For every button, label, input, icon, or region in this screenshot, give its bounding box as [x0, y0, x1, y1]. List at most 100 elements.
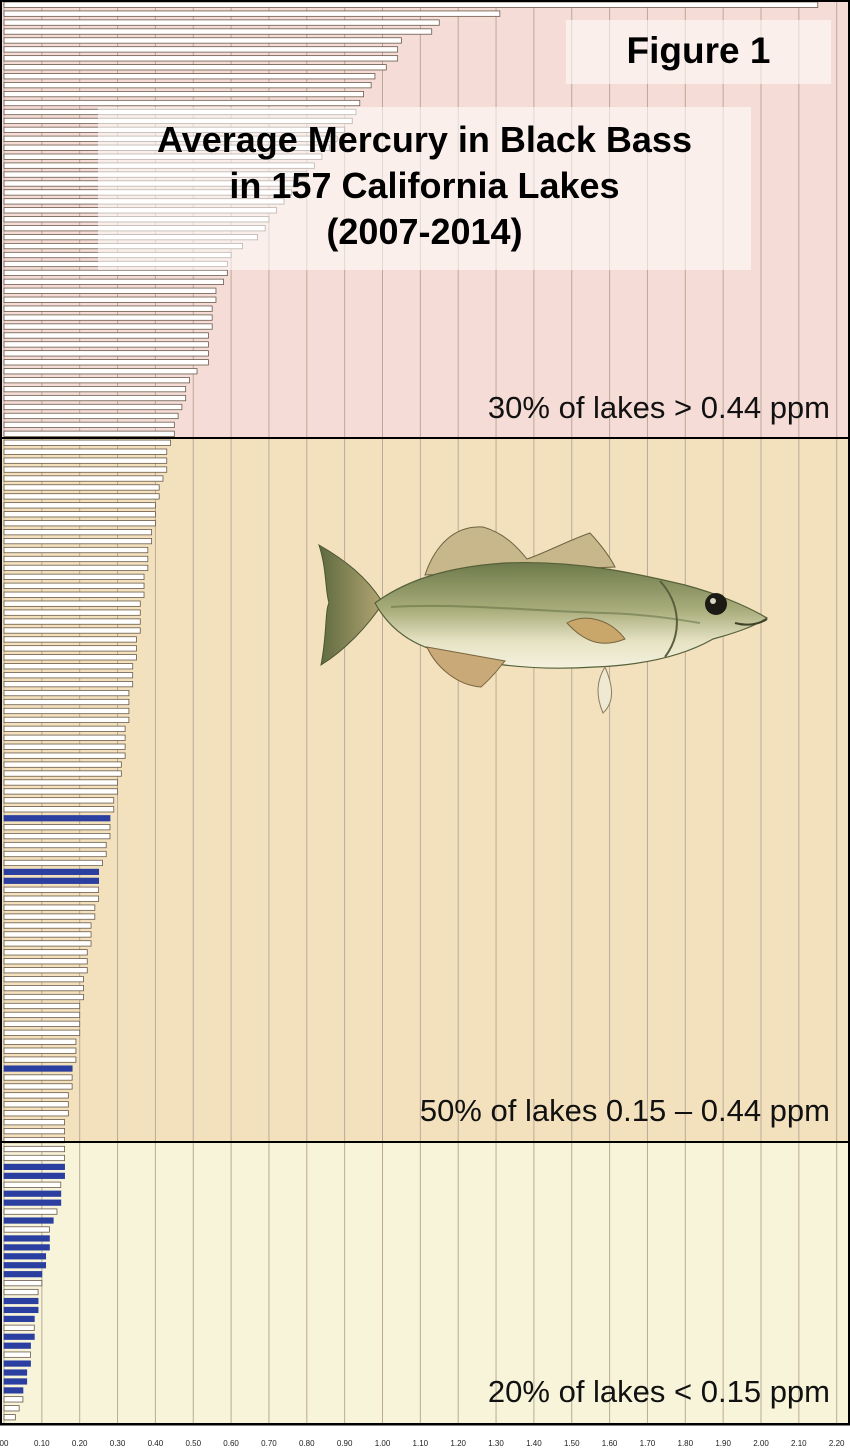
- bar: [3, 296, 217, 303]
- bar: [3, 1020, 81, 1027]
- bar: [3, 958, 88, 965]
- bar: [3, 600, 141, 607]
- bar: [3, 386, 187, 393]
- x-tick-label: 0.60: [223, 1439, 239, 1448]
- bar: [3, 394, 187, 402]
- bar: [3, 689, 130, 697]
- bar: [3, 305, 213, 312]
- bar: [3, 698, 130, 706]
- bar: [3, 1119, 65, 1126]
- bar: [3, 91, 364, 98]
- bar: [3, 1038, 77, 1045]
- bar: [3, 940, 92, 947]
- bar: [3, 1163, 65, 1170]
- bar: [3, 859, 103, 867]
- x-tick-label: 0.80: [299, 1439, 315, 1448]
- bar: [3, 1190, 62, 1197]
- bar: [3, 734, 126, 741]
- bar: [3, 1074, 73, 1081]
- title-line-2: in 157 California Lakes: [229, 165, 620, 206]
- band-background: [0, 438, 850, 1142]
- bar: [3, 1253, 47, 1260]
- bar: [3, 1360, 31, 1367]
- x-tick-label: 1.60: [602, 1439, 618, 1448]
- bar: [3, 1029, 81, 1036]
- bar: [3, 457, 168, 464]
- bar: [3, 28, 433, 35]
- title-line-1: Average Mercury in Black Bass: [157, 119, 692, 160]
- bar: [3, 520, 156, 527]
- bar: [3, 10, 501, 17]
- x-tick-label: 1.20: [450, 1439, 466, 1448]
- x-tick-label: 2.10: [791, 1439, 807, 1448]
- bar: [3, 1414, 16, 1421]
- bar: [3, 64, 387, 71]
- bar: [3, 430, 175, 437]
- bar: [3, 448, 168, 455]
- bar: [3, 1092, 69, 1099]
- bar: [3, 841, 107, 849]
- bar: [3, 359, 209, 366]
- bar: [3, 716, 130, 724]
- fish-icon: [318, 526, 769, 714]
- bar: [3, 904, 96, 911]
- bar: [3, 1262, 47, 1269]
- bar: [3, 779, 118, 786]
- x-tick-label: 2.00: [753, 1439, 769, 1448]
- bar: [3, 1235, 50, 1242]
- x-tick-label: 0.70: [261, 1439, 277, 1448]
- bar: [3, 770, 122, 777]
- bar: [3, 1405, 20, 1412]
- bar: [3, 672, 134, 679]
- bar: [3, 1217, 54, 1224]
- bar: [3, 511, 156, 518]
- x-tick-label: 00: [0, 1439, 9, 1448]
- bar: [3, 681, 134, 688]
- bar: [3, 609, 141, 616]
- x-tick-label: 0.50: [185, 1439, 201, 1448]
- bar: [3, 412, 179, 420]
- bar: [3, 573, 145, 580]
- x-tick-label: 1.80: [678, 1439, 694, 1448]
- bar: [3, 985, 84, 992]
- bar: [3, 967, 88, 974]
- x-tick-label: 1.40: [526, 1439, 542, 1448]
- bar: [3, 654, 137, 661]
- bar: [3, 1, 819, 8]
- bar: [3, 1378, 28, 1385]
- bar: [3, 743, 126, 750]
- bar: [3, 895, 100, 902]
- bar: [3, 1128, 65, 1135]
- bar: [3, 466, 168, 473]
- figure-label: Figure 1: [626, 30, 771, 71]
- bar: [3, 377, 190, 384]
- bar: [3, 1083, 73, 1090]
- bar: [3, 797, 115, 804]
- bar: [3, 877, 100, 884]
- x-tick-label: 1.50: [564, 1439, 580, 1448]
- x-tick-label: 0.20: [72, 1439, 88, 1448]
- bar: [3, 761, 122, 768]
- x-tick-label: 0.90: [337, 1439, 353, 1448]
- bar: [3, 591, 145, 598]
- bar: [3, 1333, 35, 1340]
- title-line-3: (2007-2014): [326, 211, 523, 252]
- band-label-low: 20% of lakes < 0.15 ppm: [487, 1374, 830, 1409]
- bar: [3, 314, 213, 321]
- bar: [3, 1011, 81, 1019]
- bar: [3, 618, 141, 625]
- bar: [3, 1110, 69, 1117]
- bar: [3, 922, 92, 929]
- bar: [3, 538, 153, 545]
- bar: [3, 484, 160, 491]
- bar: [3, 850, 107, 858]
- bar: [3, 663, 134, 670]
- bar: [3, 1056, 77, 1063]
- bar: [3, 99, 361, 107]
- plot-frame: [0, 0, 850, 1425]
- bar: [3, 1342, 31, 1349]
- bar: [3, 1181, 62, 1188]
- bar: [3, 403, 183, 411]
- band-label-high: 30% of lakes > 0.44 ppm: [487, 390, 830, 425]
